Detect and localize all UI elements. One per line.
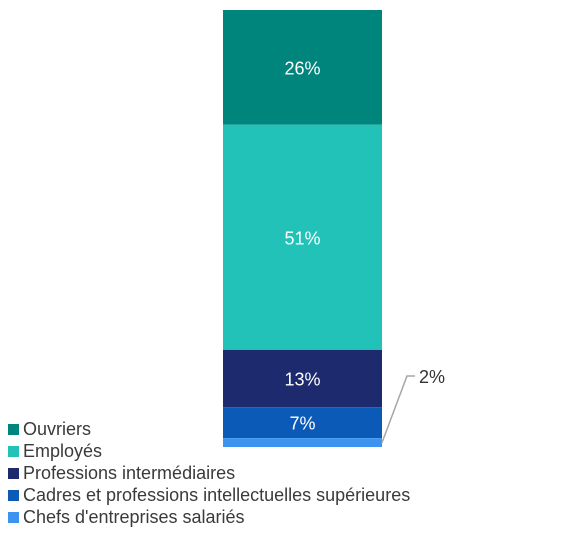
legend-label-employes: Employés <box>23 441 103 461</box>
legend-swatch-cadres <box>8 489 19 501</box>
legend-label-chefs-entreprises: Chefs d'entreprises salariés <box>23 507 245 527</box>
legend-item-ouvriers: Ouvriers <box>8 418 410 440</box>
data-label-chefs-d-entreprises-salaries: 2% <box>419 367 445 387</box>
legend-item-professions-intermediaires: Professions intermédiaires <box>8 462 410 484</box>
legend-item-chefs-entreprises: Chefs d'entreprises salariés <box>8 506 410 528</box>
legend-label-professions-intermediaires: Professions intermédiaires <box>23 463 236 483</box>
bar-segment-employes <box>223 124 382 350</box>
bar-segment-chefs-d-entreprises-salaries <box>223 438 382 447</box>
legend-swatch-ouvriers <box>8 423 19 435</box>
bar-segment-ouvriers <box>223 10 382 125</box>
data-label-professions-intermediaires: 13% <box>284 370 320 390</box>
data-label-ouvriers: 26% <box>284 58 320 78</box>
legend-item-cadres: Cadres et professions intellectuelles su… <box>8 484 410 506</box>
legend-label-ouvriers: Ouvriers <box>23 419 92 439</box>
legend-swatch-professions-intermediaires <box>8 467 19 479</box>
chart-legend: Ouvriers Employés Professions intermédia… <box>8 418 410 528</box>
legend-item-employes: Employés <box>8 440 410 462</box>
data-label-cadres-et-professions-intellectuelles-superieures: 7% <box>289 414 315 434</box>
legend-swatch-employes <box>8 445 19 457</box>
data-label-employes: 51% <box>284 228 320 248</box>
bar-segment-professions-intermediaires <box>223 349 382 408</box>
legend-label-cadres: Cadres et professions intellectuelles su… <box>23 485 411 505</box>
bar-segment-cadres-et-professions-intellectuelles-superieures <box>223 407 382 439</box>
legend-swatch-chefs-entreprises <box>8 511 19 523</box>
callout-line-chefs-d-entreprises-salaries <box>381 375 415 443</box>
